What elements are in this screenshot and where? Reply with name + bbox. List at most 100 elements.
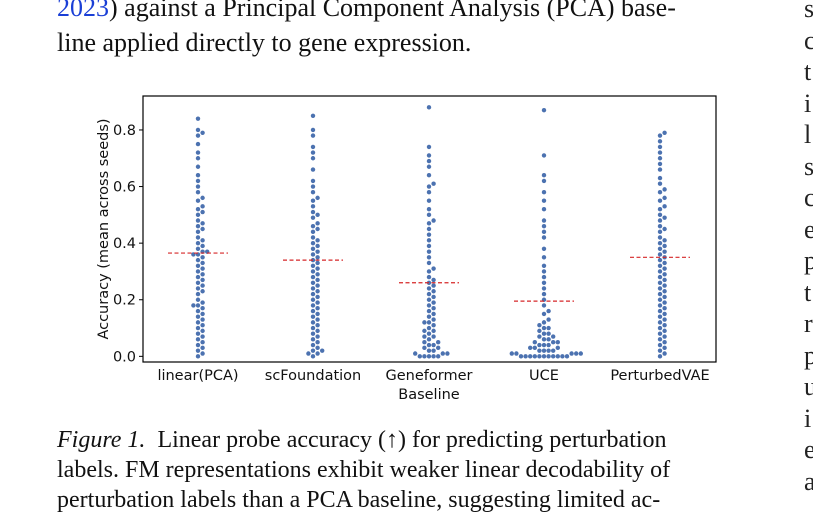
data-point xyxy=(315,306,320,311)
data-point xyxy=(662,277,667,283)
data-point xyxy=(657,263,663,268)
data-point xyxy=(315,226,320,232)
data-point xyxy=(195,164,201,169)
data-point xyxy=(541,311,547,317)
data-point xyxy=(310,150,316,155)
data-point xyxy=(200,272,205,277)
data-point xyxy=(426,337,432,342)
data-point xyxy=(426,342,432,348)
data-point xyxy=(541,331,547,336)
data-point xyxy=(195,280,201,285)
data-point xyxy=(662,323,667,328)
data-point xyxy=(422,320,427,325)
data-point xyxy=(657,240,663,246)
right-column-fragment: e xyxy=(804,214,813,244)
data-point xyxy=(422,354,427,359)
data-point xyxy=(541,178,547,184)
data-point xyxy=(195,173,201,178)
data-point xyxy=(541,246,547,252)
right-column-fragment: i xyxy=(804,88,812,118)
data-point xyxy=(657,286,663,291)
data-point xyxy=(657,218,663,223)
data-point xyxy=(657,161,663,167)
body-text-line-1: 2023) against a Principal Component Anal… xyxy=(57,0,676,23)
data-point xyxy=(546,354,551,359)
data-point xyxy=(310,144,316,150)
data-point xyxy=(426,243,432,249)
data-point xyxy=(315,255,320,260)
data-point xyxy=(662,215,667,220)
data-point xyxy=(662,238,667,243)
data-point xyxy=(315,277,320,283)
citation-link[interactable]: 2023 xyxy=(57,0,109,22)
data-point xyxy=(555,345,560,351)
data-point xyxy=(426,291,432,297)
data-point xyxy=(657,297,663,302)
data-point xyxy=(541,303,547,308)
data-point xyxy=(315,311,320,317)
data-point xyxy=(662,272,667,277)
data-point xyxy=(315,221,320,226)
data-point xyxy=(320,348,325,353)
data-point xyxy=(315,289,320,294)
data-point xyxy=(657,303,663,308)
caption-line-1: Figure 1. Linear probe accuracy (↑) for … xyxy=(57,425,667,455)
data-point xyxy=(662,351,667,356)
data-point xyxy=(426,274,432,280)
data-point xyxy=(541,280,547,285)
data-point xyxy=(200,306,205,311)
data-point xyxy=(657,229,663,235)
data-point xyxy=(541,198,547,203)
data-point xyxy=(662,243,667,249)
data-point xyxy=(310,198,316,203)
data-point xyxy=(662,339,667,345)
data-point xyxy=(657,212,663,218)
data-point xyxy=(662,345,667,351)
data-point xyxy=(315,249,320,254)
data-point xyxy=(555,354,560,359)
data-point xyxy=(195,297,201,302)
data-point xyxy=(315,238,320,243)
data-point xyxy=(657,252,663,257)
data-point xyxy=(426,249,432,254)
data-point xyxy=(436,339,441,345)
data-point xyxy=(426,164,432,169)
data-point xyxy=(541,255,547,260)
data-point xyxy=(426,269,432,274)
data-point xyxy=(657,308,663,314)
data-point xyxy=(657,348,663,353)
data-point xyxy=(310,113,316,119)
data-point xyxy=(662,317,667,322)
data-point xyxy=(195,235,201,240)
data-point xyxy=(422,339,427,345)
data-point xyxy=(431,300,436,305)
data-point xyxy=(191,303,196,308)
x-tick-label: scFoundation xyxy=(265,368,361,384)
x-axis-label: Baseline xyxy=(398,387,460,403)
data-point xyxy=(310,235,316,240)
data-point xyxy=(541,218,547,223)
data-point xyxy=(426,297,432,302)
data-point xyxy=(541,263,547,268)
data-point xyxy=(200,243,205,249)
data-point xyxy=(537,354,542,359)
data-point xyxy=(310,280,316,285)
data-point xyxy=(310,204,316,209)
data-point xyxy=(551,348,556,353)
right-column-fragment: c xyxy=(804,25,813,55)
data-point xyxy=(195,156,201,161)
data-point xyxy=(195,354,201,359)
data-point xyxy=(195,257,201,263)
data-point xyxy=(431,277,436,283)
data-point xyxy=(657,139,663,144)
data-point xyxy=(422,334,427,339)
swarm-chart: 0.0 0.2 0.4 0.6 0.8 linear(PCA) scFoundation G… xyxy=(96,95,717,403)
caption-line-3: perturbation labels than a PCA baseline,… xyxy=(57,487,661,513)
data-point xyxy=(431,323,436,328)
data-point xyxy=(662,187,667,192)
data-point xyxy=(541,223,547,229)
data-point xyxy=(200,351,205,356)
data-point xyxy=(662,266,667,271)
data-point xyxy=(200,255,205,260)
data-point xyxy=(315,283,320,288)
